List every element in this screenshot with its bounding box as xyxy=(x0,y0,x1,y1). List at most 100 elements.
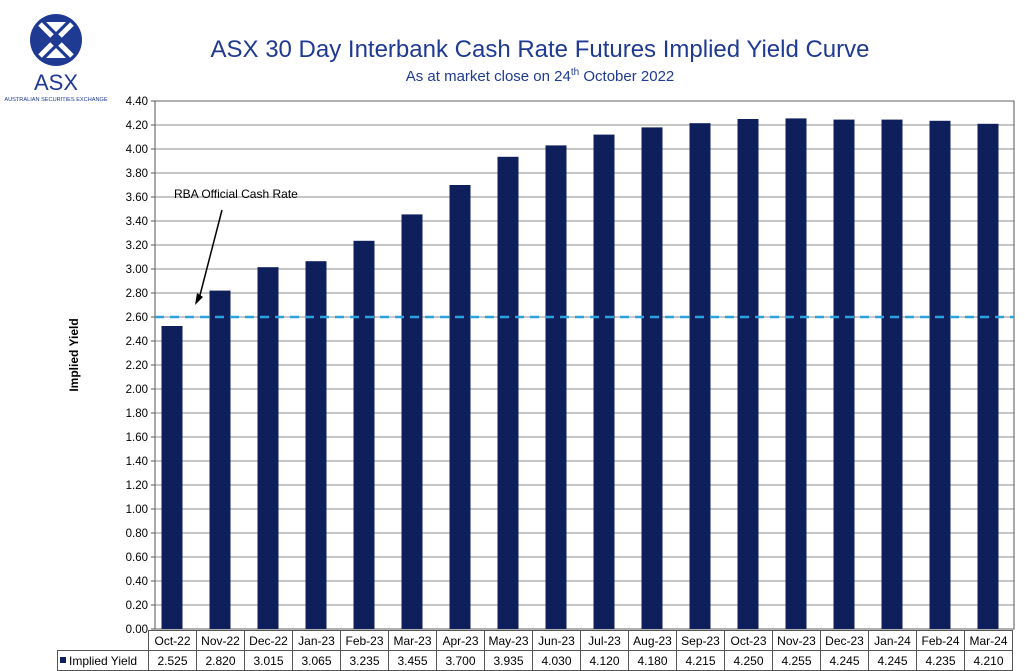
x-category-label: Mar-23 xyxy=(388,630,437,651)
bar xyxy=(929,120,951,630)
y-tick-label: 3.40 xyxy=(126,216,148,228)
y-tick-label: 1.20 xyxy=(126,480,148,492)
x-category-label: Oct-23 xyxy=(724,630,773,651)
y-tick-label: 1.60 xyxy=(126,432,148,444)
x-category-label: Sep-23 xyxy=(676,630,725,651)
subtitle-date-suffix: October 2022 xyxy=(579,68,675,85)
y-tick-label: 2.00 xyxy=(126,384,148,396)
legend-series-name: Implied Yield xyxy=(69,653,138,668)
data-value-label: 4.180 xyxy=(628,650,677,671)
data-value-label: 4.245 xyxy=(820,650,869,671)
gridlines xyxy=(155,100,1014,630)
y-tick-label: 0.80 xyxy=(126,528,148,540)
page-title: ASX 30 Day Interbank Cash Rate Futures I… xyxy=(210,36,870,63)
asx-logo-text: ASX xyxy=(34,70,78,95)
data-value-label: 2.525 xyxy=(148,650,197,671)
x-category-label: Jun-23 xyxy=(532,630,581,651)
data-value-label: 4.250 xyxy=(724,650,773,671)
rba-cash-rate-annotation: RBA Official Cash Rate xyxy=(174,187,298,201)
subtitle-date-prefix: As at market close on 24 xyxy=(405,68,571,85)
data-table-category-row: Oct-22 Nov-22 Dec-22 Jan-23 Feb-23 Mar-23 Apr-… xyxy=(57,630,1013,651)
data-value-label: 3.065 xyxy=(292,650,341,671)
data-value-label: 4.120 xyxy=(580,650,629,671)
bar xyxy=(785,118,807,630)
bar xyxy=(833,119,855,629)
x-category-label: Aug-23 xyxy=(628,630,677,651)
bar xyxy=(977,123,999,630)
data-value-label: 2.820 xyxy=(196,650,245,671)
bar xyxy=(161,326,183,629)
x-category-label: Dec-23 xyxy=(820,630,869,651)
plot-area xyxy=(154,100,1015,630)
subtitle-ordinal-suffix: th xyxy=(570,67,580,78)
x-category-label: Nov-23 xyxy=(772,630,821,651)
annotation-arrow-shaft xyxy=(198,209,223,300)
bar xyxy=(545,145,567,629)
legend-series-label: Implied Yield xyxy=(57,650,149,671)
x-category-label: Jan-24 xyxy=(868,630,917,651)
bar xyxy=(209,290,231,629)
data-table: Oct-22 Nov-22 Dec-22 Jan-23 Feb-23 Mar-23 Apr-… xyxy=(57,630,1013,671)
page-subtitle: As at market close on 24th October 2022 xyxy=(160,67,920,85)
bar xyxy=(449,185,471,629)
y-axis-ticks: 0.000.200.400.600.801.001.201.401.601.80… xyxy=(126,96,155,636)
legend-swatch-icon xyxy=(60,657,66,664)
y-axis-label: Implied Yield xyxy=(67,318,81,392)
y-tick-label: 1.00 xyxy=(126,504,148,516)
data-table-corner xyxy=(57,630,149,651)
y-tick-label: 2.60 xyxy=(126,312,148,324)
y-tick-label: 3.20 xyxy=(126,240,148,252)
data-value-label: 4.245 xyxy=(868,650,917,671)
asx-logo-emblem xyxy=(30,14,82,66)
y-tick-label: 0.20 xyxy=(126,600,148,612)
data-value-label: 3.935 xyxy=(484,650,533,671)
y-tick-label: 4.20 xyxy=(126,120,148,132)
x-category-label: May-23 xyxy=(484,630,533,651)
bar xyxy=(305,261,327,629)
data-value-label: 3.700 xyxy=(436,650,485,671)
y-tick-label: 4.40 xyxy=(126,96,148,108)
y-tick-label: 1.80 xyxy=(126,408,148,420)
bar xyxy=(641,127,663,630)
y-tick-label: 2.20 xyxy=(126,360,148,372)
bar xyxy=(497,156,519,630)
x-category-label: Feb-24 xyxy=(916,630,965,651)
x-category-label: Dec-22 xyxy=(244,630,293,651)
y-tick-label: 2.40 xyxy=(126,336,148,348)
y-tick-label: 3.80 xyxy=(126,168,148,180)
bar xyxy=(689,123,711,629)
x-category-label: Jul-23 xyxy=(580,630,629,651)
bar xyxy=(881,119,903,629)
data-value-label: 4.255 xyxy=(772,650,821,671)
y-tick-label: 2.80 xyxy=(126,288,148,300)
x-category-label: Apr-23 xyxy=(436,630,485,651)
data-value-label: 4.235 xyxy=(916,650,965,671)
bars xyxy=(161,118,999,630)
x-category-label: Oct-22 xyxy=(148,630,197,651)
y-tick-label: 3.60 xyxy=(126,192,148,204)
annotation-group: RBA Official Cash Rate xyxy=(174,187,298,305)
bar xyxy=(593,134,615,629)
y-tick-label: 3.00 xyxy=(126,264,148,276)
data-value-label: 3.015 xyxy=(244,650,293,671)
bar xyxy=(257,267,279,629)
data-table-value-row: Implied Yield 2.525 2.820 3.015 3.065 3.235 3… xyxy=(57,650,1013,671)
data-value-label: 4.030 xyxy=(532,650,581,671)
data-value-label: 3.455 xyxy=(388,650,437,671)
asx-logo: ASX AUSTRALIAN SECURITIES EXCHANGE xyxy=(4,14,108,103)
x-category-label: Jan-23 xyxy=(292,630,341,651)
x-category-label: Feb-23 xyxy=(340,630,389,651)
bar xyxy=(737,119,759,629)
x-category-label: Nov-22 xyxy=(196,630,245,651)
y-tick-label: 0.60 xyxy=(126,552,148,564)
asx-logo-subtext: AUSTRALIAN SECURITIES EXCHANGE xyxy=(4,97,107,103)
y-tick-label: 4.00 xyxy=(126,144,148,156)
data-value-label: 3.235 xyxy=(340,650,389,671)
x-category-label: Mar-24 xyxy=(964,630,1013,651)
bar xyxy=(353,240,375,630)
data-value-label: 4.210 xyxy=(964,650,1013,671)
bar xyxy=(401,214,423,629)
y-tick-label: 1.40 xyxy=(126,456,148,468)
y-tick-label: 0.40 xyxy=(126,576,148,588)
